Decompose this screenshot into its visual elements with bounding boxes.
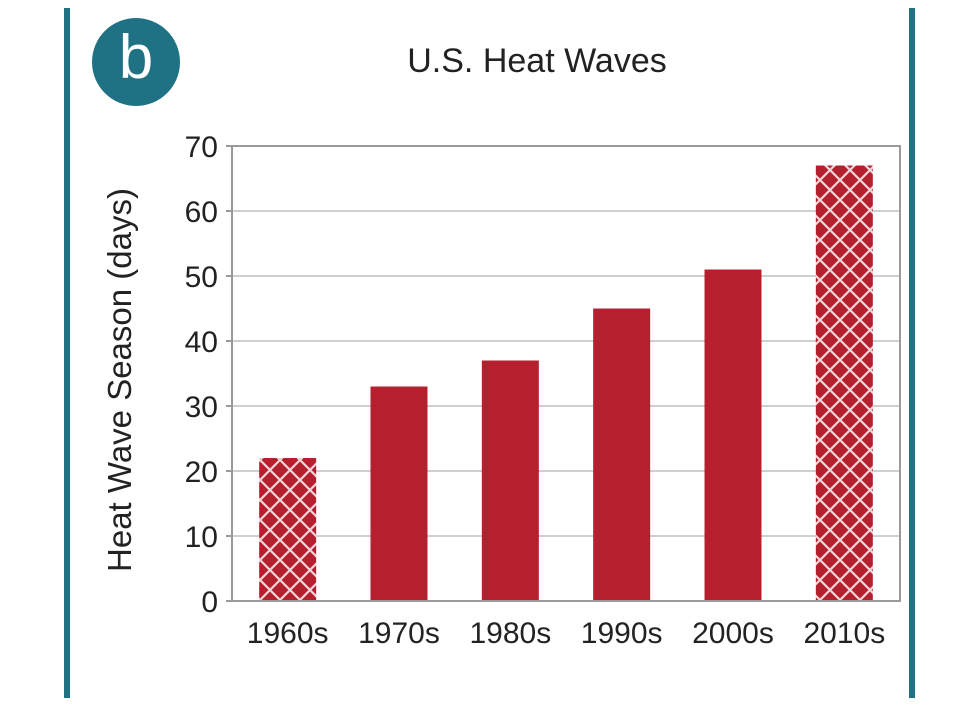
plot-frame xyxy=(231,145,901,602)
x-tick-label: 1990s xyxy=(581,617,663,650)
bar-2010s xyxy=(815,165,873,601)
x-tick-label: 1980s xyxy=(469,617,551,650)
y-tick-label: 40 xyxy=(185,326,218,359)
y-tick-label: 0 xyxy=(201,586,218,619)
chart-title: U.S. Heat Waves xyxy=(407,42,667,80)
y-tick-label: 10 xyxy=(185,521,218,554)
x-tick-label: 2000s xyxy=(692,617,774,650)
bar-1960s xyxy=(259,458,317,601)
gridlines xyxy=(232,145,900,537)
bar-1980s xyxy=(481,360,539,601)
x-tick-label: 1970s xyxy=(358,617,440,650)
x-tick-labels: 1960s 1970s 1980s 1990s 2000s 2010s xyxy=(247,617,885,650)
y-tick-label: 50 xyxy=(185,261,218,294)
bar-1970s xyxy=(370,386,428,601)
panel-badge: b xyxy=(92,18,180,106)
y-tick-labels: 0 10 20 30 40 50 60 70 xyxy=(185,131,218,619)
bar-2000s xyxy=(704,269,762,601)
bars xyxy=(259,165,873,601)
x-tick-label: 2010s xyxy=(803,617,885,650)
axes xyxy=(226,145,901,602)
bar-1990s xyxy=(593,308,651,601)
y-tick-label: 30 xyxy=(185,391,218,424)
left-border-bar xyxy=(64,8,70,698)
y-tick-label: 20 xyxy=(185,456,218,489)
right-border-bar xyxy=(909,8,915,698)
y-tick-label: 70 xyxy=(185,131,218,164)
x-tick-label: 1960s xyxy=(247,617,329,650)
y-tick-label: 60 xyxy=(185,196,218,229)
